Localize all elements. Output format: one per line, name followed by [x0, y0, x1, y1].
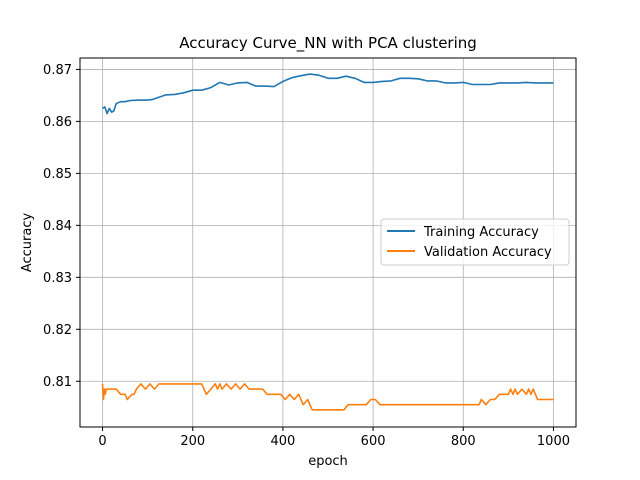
y-tick-label: 0.81	[43, 375, 72, 390]
validation-accuracy-line	[101, 383, 554, 411]
series-lines	[101, 73, 554, 411]
y-tick-label: 0.83	[43, 271, 72, 286]
training-accuracy-line	[102, 73, 554, 115]
plot-frame	[79, 57, 577, 428]
x-tick-label: 800	[451, 434, 476, 449]
legend: Training Accuracy Validation Accuracy	[380, 218, 570, 266]
legend-box	[380, 218, 570, 266]
axis-ticks: 0 200 400 600 800 1000 0.81 0.82 0.83 0.84 0.85 0.8…	[43, 63, 570, 449]
legend-label-training: Training Accuracy	[423, 225, 539, 240]
x-tick-label: 0	[98, 434, 106, 449]
x-tick-label: 200	[180, 434, 205, 449]
x-tick-label: 400	[270, 434, 295, 449]
y-tick-label: 0.82	[43, 323, 72, 338]
y-tick-label: 0.86	[43, 115, 72, 130]
y-tick-label: 0.85	[43, 167, 72, 182]
y-tick-label: 0.87	[43, 63, 72, 78]
x-axis-label: epoch	[308, 454, 348, 469]
chart-title: Accuracy Curve_NN with PCA clustering	[179, 34, 477, 53]
y-axis-label: Accuracy	[20, 213, 35, 273]
x-tick-label: 600	[361, 434, 386, 449]
y-tick-label: 0.84	[43, 219, 72, 234]
x-tick-label: 1000	[537, 434, 570, 449]
legend-label-validation: Validation Accuracy	[424, 245, 552, 260]
